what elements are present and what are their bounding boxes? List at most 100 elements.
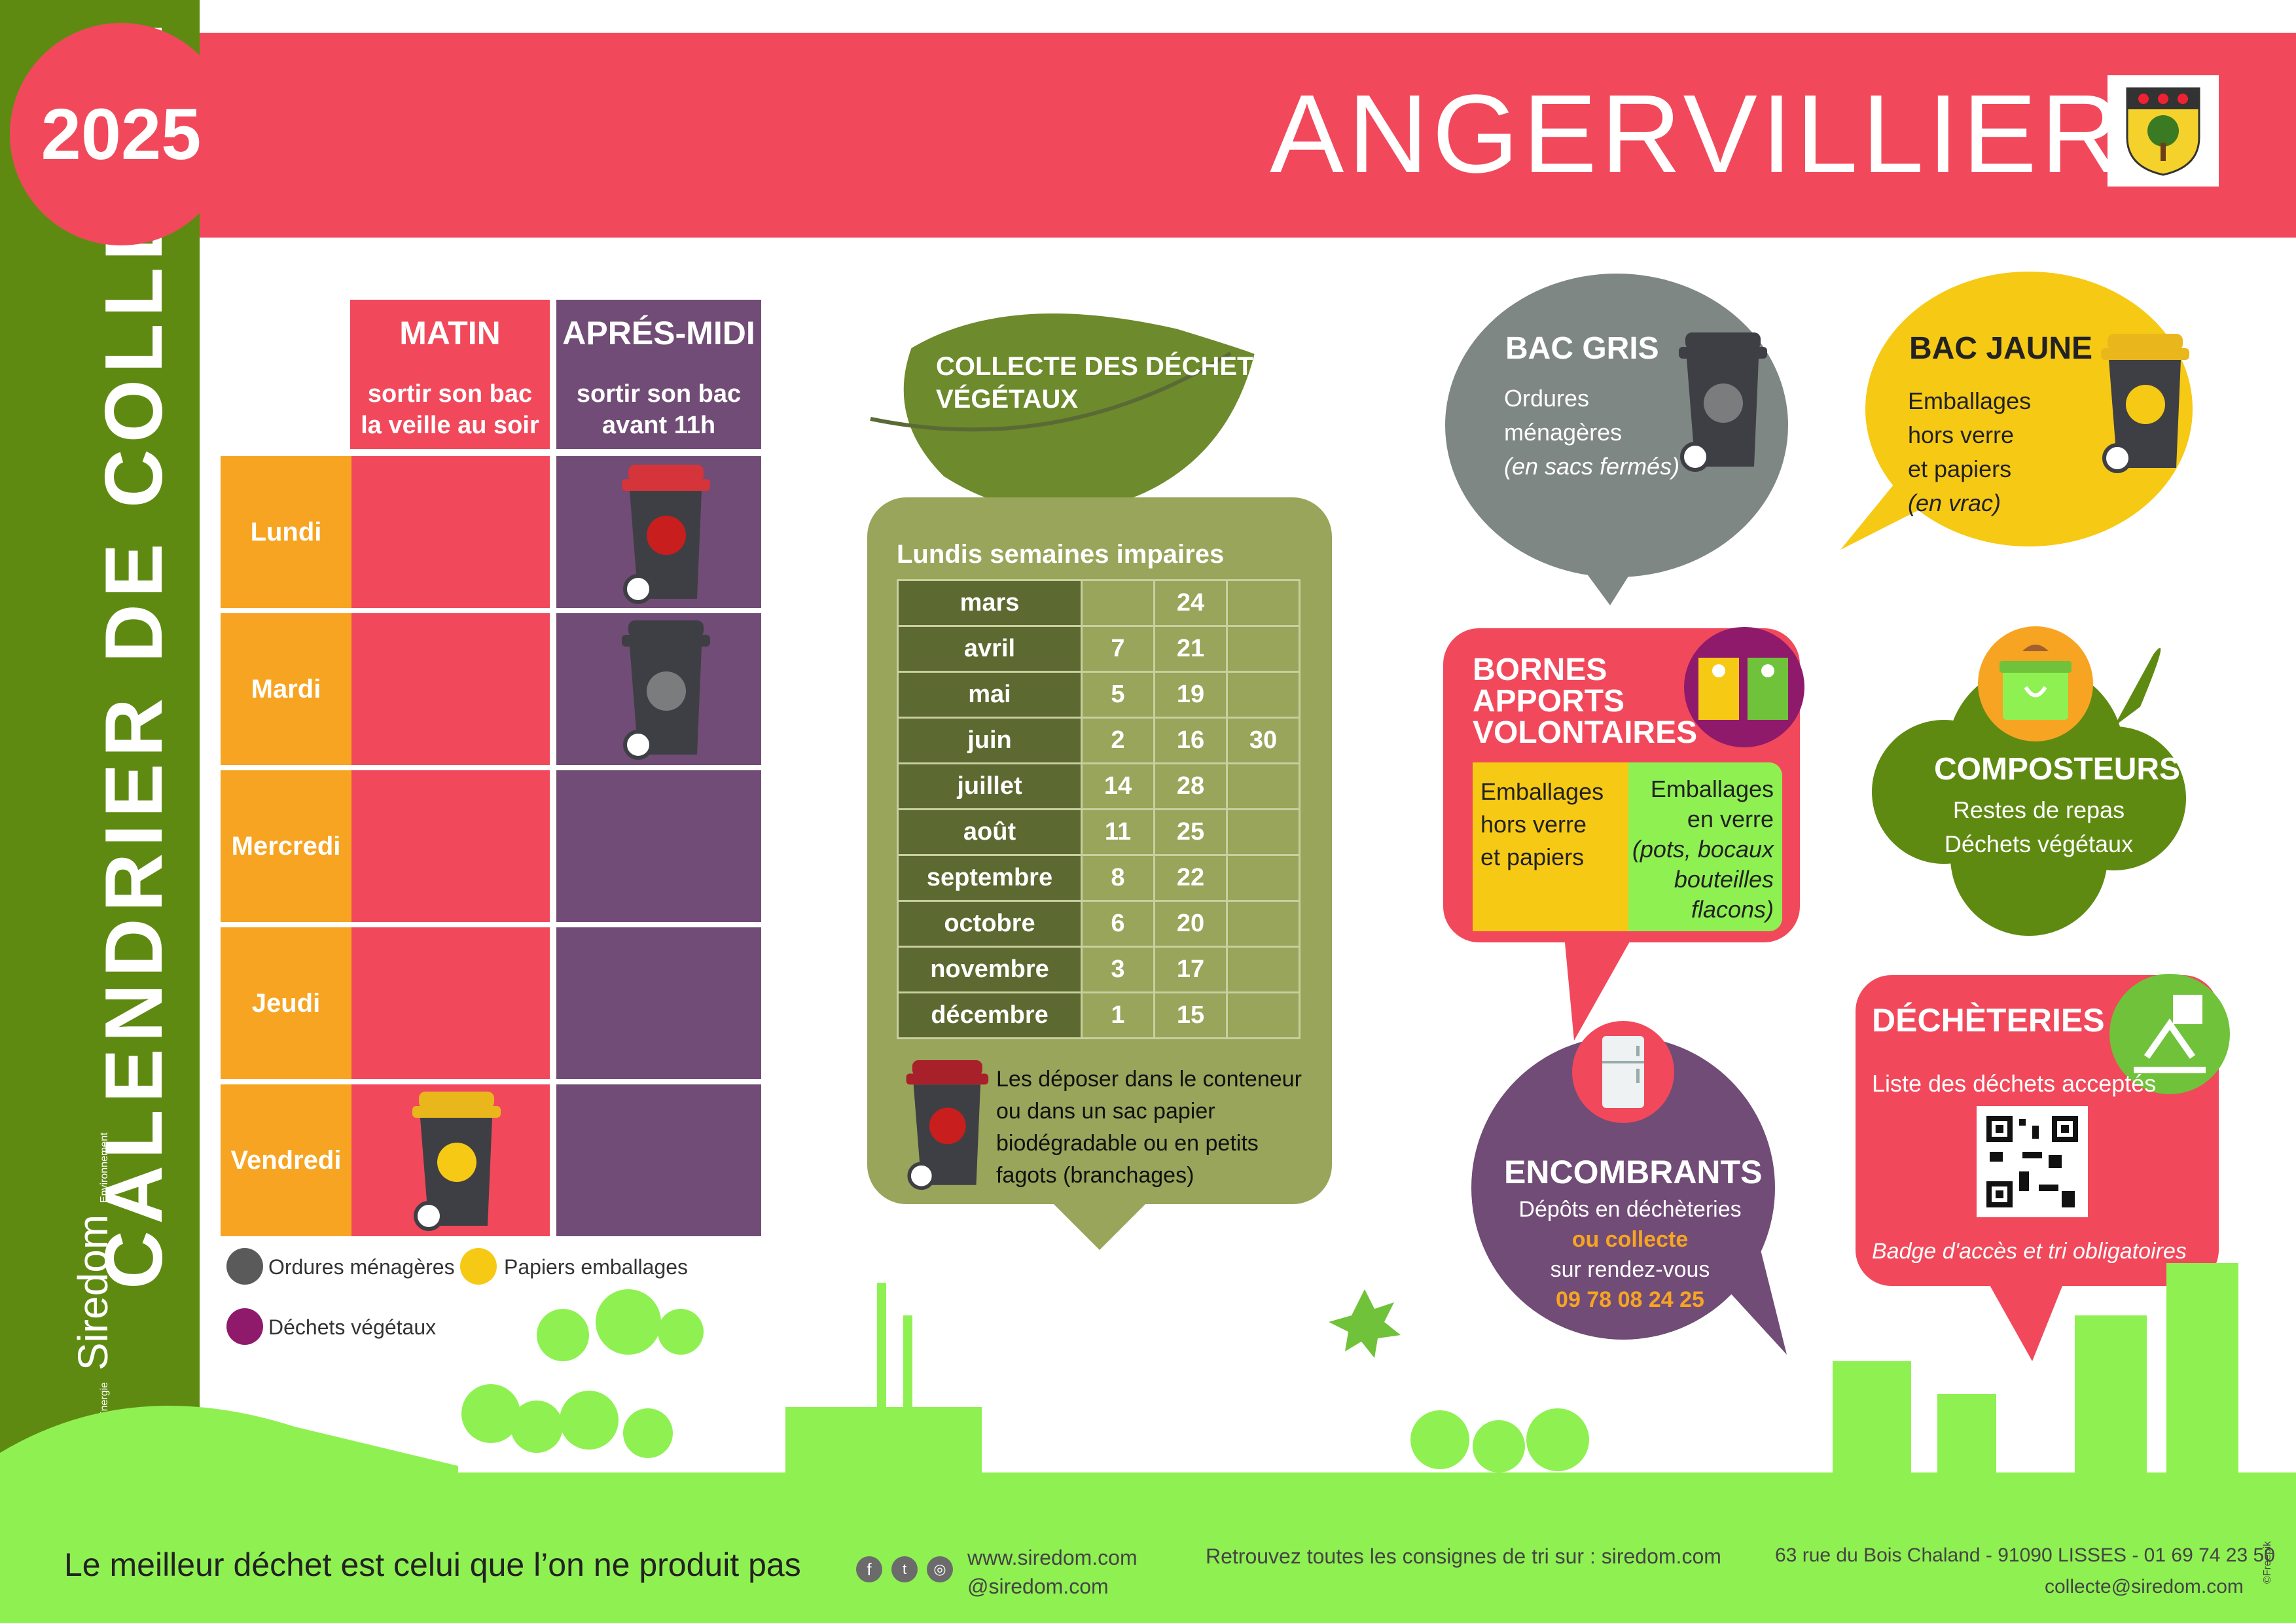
twitter-icon[interactable]: t [891, 1556, 918, 1582]
date-cell [1226, 762, 1300, 810]
date-cell [1226, 625, 1300, 673]
grey-bin-icon [622, 620, 710, 760]
encombrants-phone: 09 78 08 24 25 [1556, 1287, 1704, 1312]
footer-address: 63 rue du Bois Chaland - 91090 LISSES - … [1775, 1544, 2275, 1566]
decheteries-title: DÉCHÈTERIES [1872, 1002, 2105, 1039]
legend-dot-papiers [460, 1248, 497, 1285]
bornes-title-line: BORNES [1473, 652, 1607, 687]
slot-matin [351, 613, 550, 765]
slot-matin [351, 770, 550, 922]
date-cell [1226, 946, 1300, 993]
legend-label: Ordures ménagères [268, 1255, 455, 1279]
encombrants-text: Dépôts en déchèteries ou collecte sur re… [1504, 1194, 1756, 1315]
slot-apres-midi [556, 1084, 761, 1236]
bornes-right-line: Emballages [1650, 776, 1774, 802]
table-row: avril 7 21 [897, 625, 1300, 673]
legend-label: Déchets végétaux [268, 1315, 437, 1339]
column-header-apres-midi: APRÉS-MIDI sortir son bac avant 11h [556, 300, 761, 449]
date-cell [1226, 671, 1300, 719]
composteurs-line: Déchets végétaux [1944, 830, 2134, 857]
bornes-title: BORNES APPORTS VOLONTAIRES [1473, 654, 1697, 749]
month-cell: octobre [897, 900, 1083, 948]
bornes-right-text: Emballages en verre (pots, bocaux boutei… [1630, 774, 1774, 925]
decheteries-badge-text: Badge d'accès et tri obligatoires [1872, 1239, 2187, 1264]
social-handle[interactable]: @siredom.com [967, 1575, 1109, 1598]
date-cell: 22 [1153, 854, 1228, 902]
facebook-icon[interactable]: f [856, 1556, 882, 1582]
recycling-containers-icon [1684, 627, 1804, 747]
table-row: mars 24 [897, 579, 1300, 627]
date-cell: 24 [1153, 579, 1228, 627]
column-subtitle: sortir son bac avant 11h [556, 378, 761, 441]
date-cell: 1 [1081, 991, 1155, 1039]
date-cell [1226, 854, 1300, 902]
legend-dot-ordures [226, 1248, 263, 1285]
city-crest-icon [2108, 75, 2219, 187]
bornes-right-line: en verre [1687, 806, 1774, 832]
encombrants-line: Dépôts en déchèteries [1518, 1197, 1742, 1222]
fridge-icon [1572, 1021, 1674, 1123]
city-name: ANGERVILLIERS [1270, 72, 2203, 196]
qr-code-icon[interactable] [1977, 1106, 2088, 1217]
vegetal-title-line: COLLECTE DES DÉCHETS [936, 352, 1271, 381]
encombrants-line: ou collecte [1571, 1227, 1689, 1252]
bac-jaune-line: hors verre [1908, 421, 2015, 448]
day-label: Lundi [221, 456, 351, 608]
decheteries-list-text: Liste des déchets acceptés [1872, 1070, 2157, 1097]
month-cell: mars [897, 579, 1083, 627]
column-title: MATIN [399, 315, 501, 351]
column-subtitle-line: avant 11h [601, 412, 716, 439]
vegetal-bin-icon [906, 1060, 989, 1190]
encombrants-title: ENCOMBRANTS [1504, 1154, 1763, 1190]
date-cell: 11 [1081, 808, 1155, 856]
bornes-right-panel [1628, 762, 1782, 931]
vegetal-dates-table: mars 24 avril 7 21 mai 5 19 juin 2 16 30 juillet… [897, 579, 1300, 1039]
date-cell [1081, 579, 1155, 627]
bac-gris-text: Ordures ménagères (en sacs fermés) [1504, 382, 1679, 484]
date-cell: 6 [1081, 900, 1155, 948]
column-subtitle-line: sortir son bac [576, 380, 742, 408]
red-bin-icon [622, 465, 710, 604]
vegetal-title: COLLECTE DES DÉCHETS VÉGÉTAUX [936, 350, 1270, 416]
composteurs-line: Restes de repas [1952, 796, 2125, 823]
date-cell: 21 [1153, 625, 1228, 673]
date-cell [1226, 991, 1300, 1039]
table-row: août 11 25 [897, 808, 1300, 856]
decheterie-dump-icon [2109, 974, 2230, 1094]
slot-matin [351, 927, 550, 1079]
table-row: juillet 14 28 [897, 762, 1300, 810]
bornes-left-text: Emballages hors verre et papiers [1480, 776, 1604, 874]
date-cell: 20 [1153, 900, 1228, 948]
bornes-left-panel [1473, 762, 1628, 931]
bornes-title-line: APPORTS [1473, 684, 1625, 719]
slot-apres-midi [556, 927, 761, 1079]
instagram-icon[interactable]: ◎ [927, 1556, 953, 1582]
table-row: juin 2 16 30 [897, 717, 1300, 764]
composter-icon [1978, 626, 2093, 741]
date-cell [1226, 900, 1300, 948]
side-band [0, 0, 200, 1623]
day-label: Mercredi [221, 770, 351, 922]
yellow-bin-icon [2101, 334, 2189, 473]
bac-jaune-line: (en vrac) [1908, 490, 2001, 516]
grey-bin-icon [1679, 332, 1767, 472]
bornes-right-line: bouteilles [1674, 866, 1774, 893]
column-title: APRÉS-MIDI [562, 315, 755, 351]
composteurs-title: COMPOSTEURS [1934, 752, 2181, 787]
bac-gris-line: Ordures [1504, 385, 1590, 412]
footer-consignes: Retrouvez toutes les consignes de tri su… [1206, 1544, 1721, 1568]
date-cell: 30 [1226, 717, 1300, 764]
date-cell: 2 [1081, 717, 1155, 764]
date-cell: 15 [1153, 991, 1228, 1039]
month-cell: avril [897, 625, 1083, 673]
slot-matin [351, 456, 550, 608]
table-row: septembre 8 22 [897, 854, 1300, 902]
vegetal-note-line: biodégradable ou en petits [996, 1131, 1259, 1156]
footer-email[interactable]: collecte@siredom.com [2045, 1576, 2244, 1597]
vegetal-note-line: fagots (branchages) [996, 1163, 1194, 1188]
website-link[interactable]: www.siredom.com [967, 1546, 1138, 1569]
month-cell: mai [897, 671, 1083, 719]
vegetal-panel-tail [1047, 1198, 1152, 1250]
bornes-title-line: VOLONTAIRES [1473, 715, 1698, 750]
bac-jaune-line: Emballages [1908, 387, 2032, 414]
